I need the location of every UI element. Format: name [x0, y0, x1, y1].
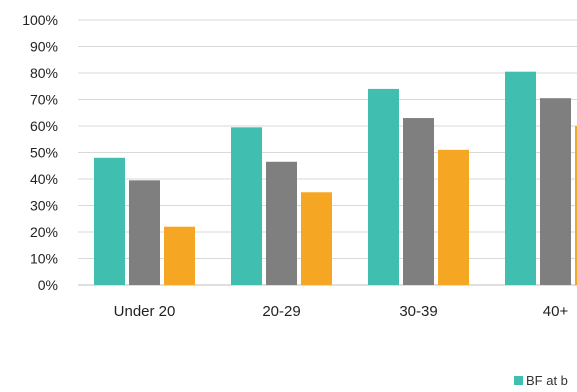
x-category-label: 40+	[543, 303, 569, 320]
legend-swatch	[514, 376, 523, 385]
bar-layer	[94, 71, 577, 286]
y-tick-label: 0%	[38, 277, 58, 293]
bar	[403, 118, 434, 285]
x-category-label: 30-39	[399, 303, 437, 320]
y-tick-label: 70%	[30, 92, 58, 108]
bar	[368, 88, 399, 286]
bar	[505, 71, 536, 285]
bar	[164, 226, 195, 285]
bar	[575, 126, 577, 285]
y-tick-label: 10%	[30, 251, 58, 267]
y-tick-label: 60%	[30, 118, 58, 134]
bar	[231, 127, 262, 285]
y-tick-label: 100%	[22, 12, 58, 28]
bar	[129, 180, 160, 285]
bar	[438, 149, 469, 285]
bar	[266, 161, 297, 285]
x-axis-categories: Under 20 20-29 30-39 40+	[114, 303, 569, 320]
y-tick-label: 50%	[30, 145, 58, 161]
x-category-label: 20-29	[262, 303, 300, 320]
legend: BF at b	[514, 373, 568, 388]
y-tick-label: 90%	[30, 39, 58, 55]
x-category-label: Under 20	[114, 303, 176, 320]
y-tick-label: 30%	[30, 198, 58, 214]
bar	[94, 157, 125, 285]
grid-layer	[78, 19, 577, 286]
y-tick-label: 20%	[30, 224, 58, 240]
y-tick-label: 40%	[30, 171, 58, 187]
bar	[540, 98, 571, 285]
legend-label: BF at b	[526, 373, 568, 388]
y-axis-ticks: 0% 10% 20% 30% 40% 50% 60% 70% 80% 90% 100%	[22, 12, 58, 293]
bar	[301, 192, 332, 285]
y-tick-label: 80%	[30, 65, 58, 81]
